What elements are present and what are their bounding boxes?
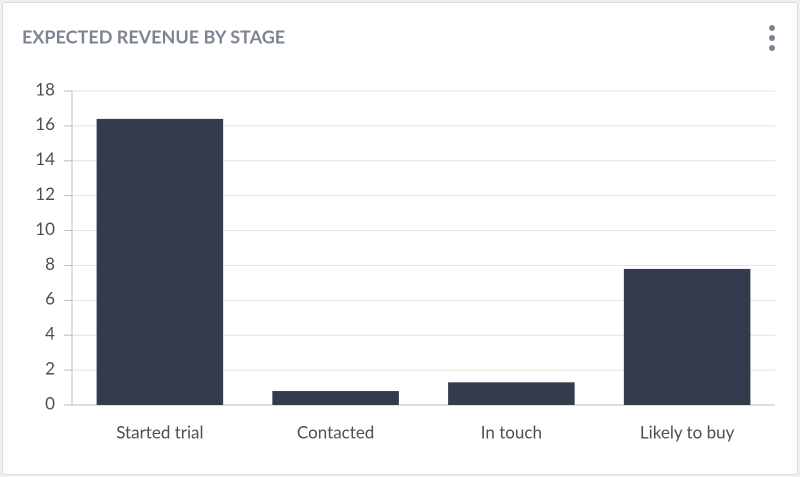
y-tick-label: 2 [45, 357, 55, 378]
y-tick-label: 14 [35, 148, 55, 169]
y-tick-label: 18 [35, 78, 55, 99]
y-tick-label: 10 [35, 218, 55, 239]
menu-button[interactable] [769, 25, 775, 51]
menu-dot[interactable] [769, 45, 775, 51]
x-tick-label: Contacted [297, 421, 374, 442]
x-tick-label: Likely to buy [640, 421, 735, 442]
x-tick-label: In touch [481, 421, 542, 442]
y-tick-label: 16 [35, 113, 55, 134]
chart-title: EXPECTED REVENUE BY STAGE [22, 26, 285, 48]
bar [623, 268, 751, 405]
y-tick-label: 6 [45, 288, 55, 309]
y-tick-label: 4 [45, 323, 55, 344]
y-tick-label: 8 [45, 253, 55, 274]
y-tick-label: 12 [35, 183, 55, 204]
x-tick-label: Started trial [116, 421, 203, 442]
menu-dot[interactable] [769, 25, 775, 31]
bar [96, 118, 224, 406]
menu-dot[interactable] [769, 35, 775, 41]
y-tick-label: 0 [45, 392, 55, 413]
bar [272, 391, 399, 405]
bar [448, 382, 575, 405]
